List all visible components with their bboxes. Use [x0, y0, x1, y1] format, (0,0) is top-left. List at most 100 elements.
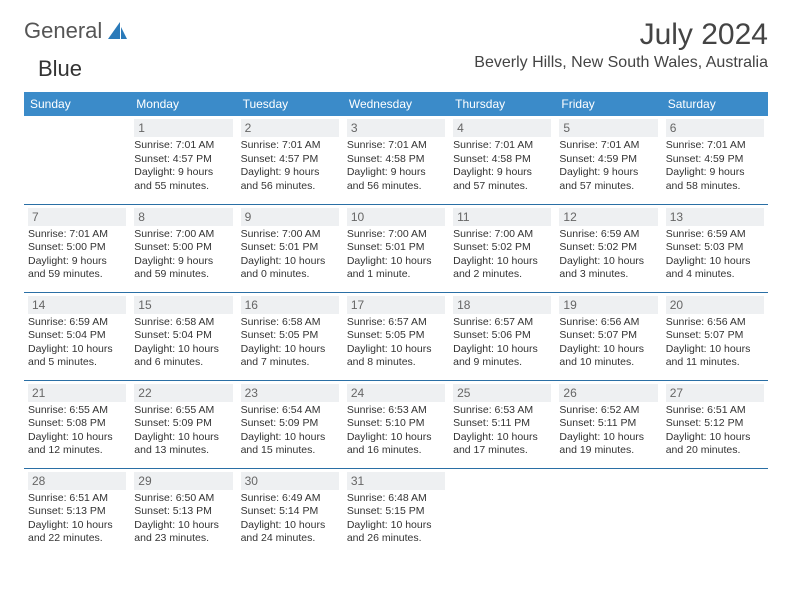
day-detail: Sunrise: 6:51 AMSunset: 5:13 PMDaylight:…	[28, 492, 126, 547]
calendar-day-cell: 10Sunrise: 7:00 AMSunset: 5:01 PMDayligh…	[343, 204, 449, 292]
day-detail-line: Sunset: 5:13 PM	[28, 505, 126, 519]
day-detail-line: Daylight: 9 hours and 55 minutes.	[134, 166, 232, 193]
day-detail: Sunrise: 6:57 AMSunset: 5:06 PMDaylight:…	[453, 316, 551, 371]
day-detail-line: Sunrise: 6:52 AM	[559, 404, 657, 418]
day-detail-line: Daylight: 9 hours and 58 minutes.	[666, 166, 764, 193]
day-number: 26	[559, 384, 657, 402]
day-detail-line: Sunrise: 7:01 AM	[666, 139, 764, 153]
calendar-day-cell: 6Sunrise: 7:01 AMSunset: 4:59 PMDaylight…	[662, 116, 768, 204]
day-detail: Sunrise: 7:00 AMSunset: 5:00 PMDaylight:…	[134, 228, 232, 283]
day-number: 19	[559, 296, 657, 314]
day-detail: Sunrise: 6:51 AMSunset: 5:12 PMDaylight:…	[666, 404, 764, 459]
day-detail-line: Sunrise: 6:50 AM	[134, 492, 232, 506]
calendar-day-cell: 9Sunrise: 7:00 AMSunset: 5:01 PMDaylight…	[237, 204, 343, 292]
day-detail-line: Sunset: 5:10 PM	[347, 417, 445, 431]
day-number: 25	[453, 384, 551, 402]
day-detail-line: Daylight: 10 hours and 4 minutes.	[666, 255, 764, 282]
day-detail-line: Sunset: 5:12 PM	[666, 417, 764, 431]
day-number: 5	[559, 119, 657, 137]
day-detail-line: Sunrise: 6:56 AM	[559, 316, 657, 330]
day-detail: Sunrise: 6:59 AMSunset: 5:03 PMDaylight:…	[666, 228, 764, 283]
day-detail-line: Daylight: 10 hours and 19 minutes.	[559, 431, 657, 458]
calendar-week-row: 28 Sunrise: 6:51 AMSunset: 5:13 PMDayligh…	[24, 468, 768, 556]
day-detail-line: Sunset: 5:04 PM	[28, 329, 126, 343]
day-number: 28	[28, 472, 126, 490]
day-detail-line: Sunset: 5:00 PM	[134, 241, 232, 255]
day-detail-line: Sunrise: 6:59 AM	[559, 228, 657, 242]
day-detail-line: Daylight: 10 hours and 26 minutes.	[347, 519, 445, 546]
day-number: 2	[241, 119, 339, 137]
day-number: 30	[241, 472, 339, 490]
title-block: July 2024 Beverly Hills, New South Wales…	[474, 18, 768, 72]
day-number: 3	[347, 119, 445, 137]
weekday-heading: Wednesday	[343, 92, 449, 116]
day-detail-line: Sunset: 5:07 PM	[666, 329, 764, 343]
calendar-day-cell: .	[449, 468, 555, 556]
logo: General	[24, 18, 132, 44]
day-detail-line: Daylight: 10 hours and 20 minutes.	[666, 431, 764, 458]
day-detail-line: Sunset: 5:08 PM	[28, 417, 126, 431]
calendar-day-cell: .	[662, 468, 768, 556]
day-detail-line: Sunset: 5:04 PM	[134, 329, 232, 343]
day-detail-line: Sunset: 5:05 PM	[241, 329, 339, 343]
day-detail-line: Daylight: 9 hours and 57 minutes.	[453, 166, 551, 193]
day-detail-line: Sunrise: 6:57 AM	[347, 316, 445, 330]
day-number: 1	[134, 119, 232, 137]
day-detail-line: Daylight: 10 hours and 6 minutes.	[134, 343, 232, 370]
day-detail: Sunrise: 6:56 AMSunset: 5:07 PMDaylight:…	[666, 316, 764, 371]
day-number: 20	[666, 296, 764, 314]
day-detail-line: Sunset: 4:57 PM	[134, 153, 232, 167]
calendar-day-cell: 22Sunrise: 6:55 AMSunset: 5:09 PMDayligh…	[130, 380, 236, 468]
day-detail-line: Sunrise: 6:57 AM	[453, 316, 551, 330]
day-detail-line: Sunset: 4:58 PM	[453, 153, 551, 167]
day-detail: Sunrise: 6:48 AMSunset: 5:15 PMDaylight:…	[347, 492, 445, 547]
day-detail-line: Sunset: 5:09 PM	[134, 417, 232, 431]
day-number: 11	[453, 208, 551, 226]
day-detail-line: Sunset: 5:09 PM	[241, 417, 339, 431]
calendar-day-cell: 7Sunrise: 7:01 AMSunset: 5:00 PMDaylight…	[24, 204, 130, 292]
day-detail: Sunrise: 6:53 AMSunset: 5:11 PMDaylight:…	[453, 404, 551, 459]
day-detail-line: Sunrise: 7:01 AM	[347, 139, 445, 153]
day-detail: Sunrise: 7:01 AMSunset: 4:58 PMDaylight:…	[347, 139, 445, 194]
day-number: 18	[453, 296, 551, 314]
day-detail-line: Sunrise: 6:55 AM	[134, 404, 232, 418]
day-detail-line: Sunrise: 7:01 AM	[453, 139, 551, 153]
day-number: 15	[134, 296, 232, 314]
day-detail-line: Daylight: 10 hours and 16 minutes.	[347, 431, 445, 458]
day-detail: Sunrise: 6:58 AMSunset: 5:04 PMDaylight:…	[134, 316, 232, 371]
calendar-day-cell: 5Sunrise: 7:01 AMSunset: 4:59 PMDaylight…	[555, 116, 661, 204]
calendar-day-cell: 23Sunrise: 6:54 AMSunset: 5:09 PMDayligh…	[237, 380, 343, 468]
day-detail-line: Sunset: 5:14 PM	[241, 505, 339, 519]
calendar-day-cell: 1Sunrise: 7:01 AMSunset: 4:57 PMDaylight…	[130, 116, 236, 204]
day-detail-line: Sunrise: 6:54 AM	[241, 404, 339, 418]
day-detail-line: Daylight: 10 hours and 1 minute.	[347, 255, 445, 282]
day-detail-line: Daylight: 10 hours and 0 minutes.	[241, 255, 339, 282]
day-detail-line: Sunset: 5:01 PM	[347, 241, 445, 255]
day-detail-line: Sunset: 5:02 PM	[559, 241, 657, 255]
day-detail: Sunrise: 7:00 AMSunset: 5:01 PMDaylight:…	[347, 228, 445, 283]
day-detail-line: Daylight: 10 hours and 24 minutes.	[241, 519, 339, 546]
day-detail-line: Sunrise: 6:58 AM	[241, 316, 339, 330]
calendar-day-cell: 25 Sunrise: 6:53 AMSunset: 5:11 PMDayligh…	[449, 380, 555, 468]
day-detail: Sunrise: 6:55 AMSunset: 5:08 PMDaylight:…	[28, 404, 126, 459]
weekday-row: Sunday Monday Tuesday Wednesday Thursday…	[24, 92, 768, 116]
day-detail-line: Sunset: 4:58 PM	[347, 153, 445, 167]
calendar-day-cell: .	[555, 468, 661, 556]
day-detail-line: Sunset: 5:11 PM	[453, 417, 551, 431]
day-detail-line: Sunrise: 6:59 AM	[666, 228, 764, 242]
day-detail-line: Daylight: 10 hours and 7 minutes.	[241, 343, 339, 370]
day-detail-line: Daylight: 10 hours and 3 minutes.	[559, 255, 657, 282]
day-detail-line: Sunrise: 7:00 AM	[347, 228, 445, 242]
day-detail: Sunrise: 7:01 AMSunset: 5:00 PMDaylight:…	[28, 228, 126, 283]
day-detail-line: Sunrise: 7:01 AM	[28, 228, 126, 242]
day-detail-line: Sunrise: 7:01 AM	[241, 139, 339, 153]
day-detail-line: Sunrise: 7:00 AM	[134, 228, 232, 242]
day-number: 6	[666, 119, 764, 137]
calendar-day-cell: 20 Sunrise: 6:56 AMSunset: 5:07 PMDayligh…	[662, 292, 768, 380]
day-detail-line: Sunrise: 6:53 AM	[453, 404, 551, 418]
day-number: 16	[241, 296, 339, 314]
day-detail-line: Daylight: 9 hours and 56 minutes.	[241, 166, 339, 193]
day-detail-line: Daylight: 10 hours and 8 minutes.	[347, 343, 445, 370]
calendar-day-cell: 4Sunrise: 7:01 AMSunset: 4:58 PMDaylight…	[449, 116, 555, 204]
day-detail-line: Sunset: 5:07 PM	[559, 329, 657, 343]
